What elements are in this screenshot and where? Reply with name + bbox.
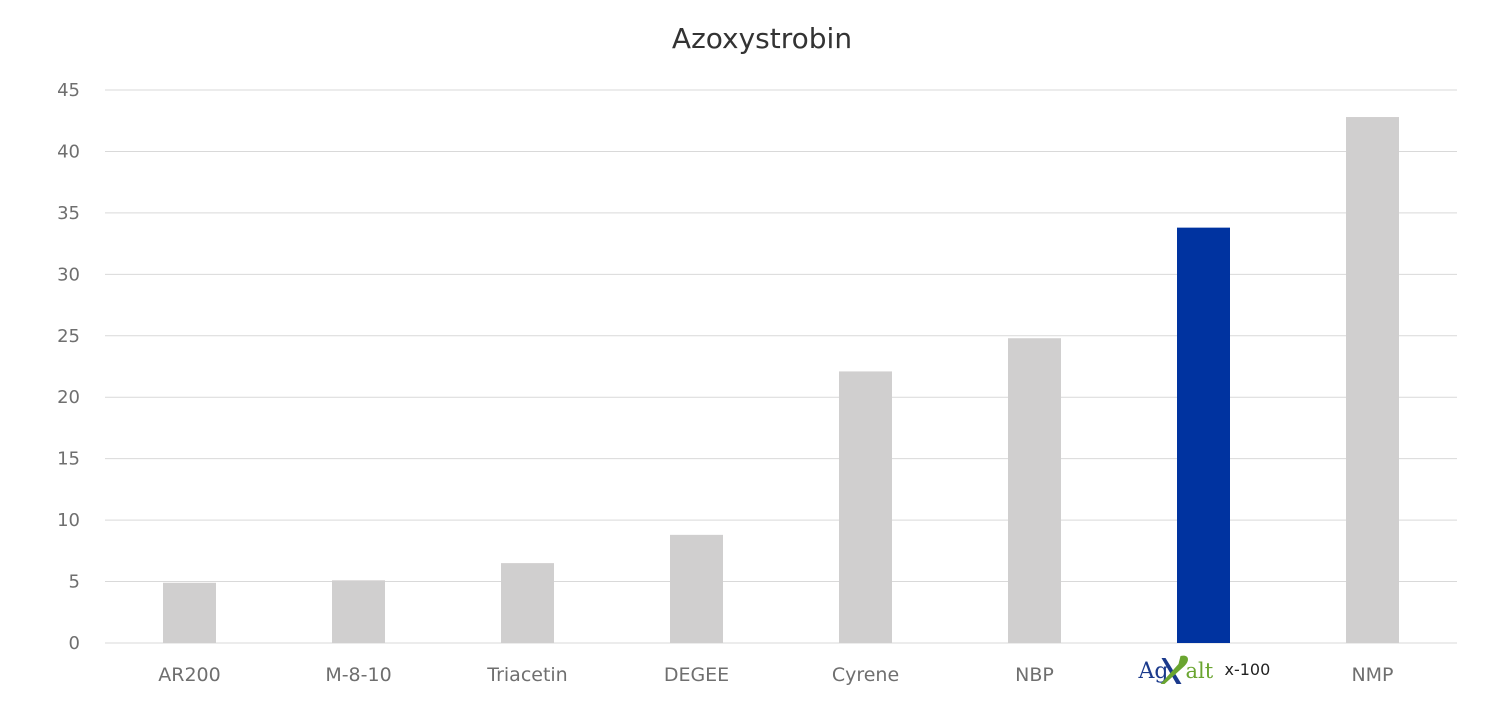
bar: [1177, 227, 1230, 643]
x-tick-label: Cyrene: [832, 664, 899, 686]
x-tick-label: NBP: [1015, 664, 1054, 686]
y-tick-label: 0: [69, 633, 80, 654]
bar: [332, 580, 385, 643]
logo-model-text: x-100: [1225, 660, 1271, 679]
y-tick-label: 30: [57, 264, 80, 285]
x-tick-label: DEGEE: [664, 664, 729, 686]
x-tick-label: AR200: [158, 664, 220, 686]
y-tick-label: 10: [57, 510, 80, 531]
bar: [1008, 338, 1061, 643]
logo-leaf-icon: [1160, 655, 1188, 684]
bar: [163, 582, 216, 643]
y-tick-label: 45: [57, 80, 80, 101]
logo-alt-text: alt: [1186, 659, 1214, 683]
y-tick-label: 15: [57, 449, 80, 470]
y-tick-label: 20: [57, 387, 80, 408]
y-tick-label: 35: [57, 203, 80, 224]
y-axis-ticks: 0 5 10 15 20 25 30 35 40 45: [57, 80, 80, 654]
bar: [501, 563, 554, 643]
x-tick-label: Triacetin: [486, 664, 567, 686]
y-tick-label: 25: [57, 326, 80, 347]
logo-ag-text: Ag: [1138, 659, 1169, 684]
x-tick-label: NMP: [1351, 664, 1393, 686]
gridlines: [105, 89, 1457, 644]
bars: [163, 117, 1399, 644]
chart-title: Azoxystrobin: [672, 22, 852, 55]
y-tick-label: 5: [69, 572, 80, 593]
bar: [1346, 117, 1399, 644]
y-tick-label: 40: [57, 141, 80, 162]
x-tick-logo: Ag alt x-100: [1138, 655, 1271, 684]
x-tick-label: M-8-10: [325, 664, 391, 686]
logo-x-stroke: [1161, 658, 1182, 684]
bar: [670, 534, 723, 643]
x-axis-ticks: AR200 M-8-10 Triacetin DEGEE Cyrene NBP Ag alt x…: [158, 655, 1394, 686]
bar: [839, 371, 892, 643]
